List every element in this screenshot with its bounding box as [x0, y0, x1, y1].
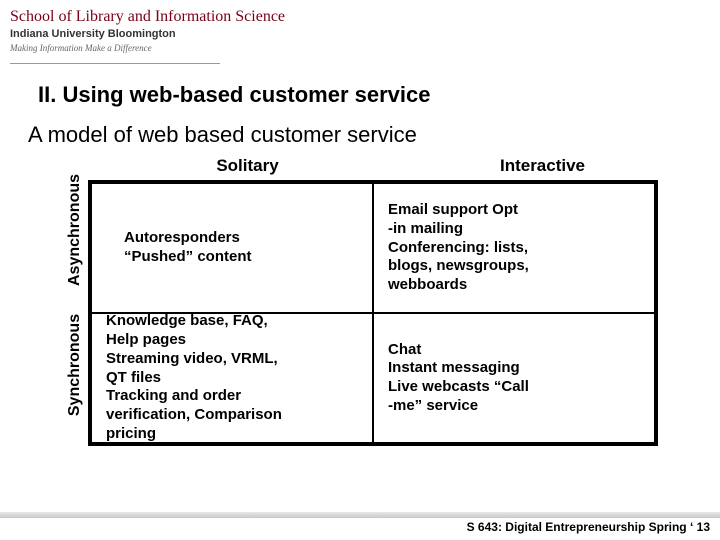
- cell-text: Chat Instant messaging Live webcasts “Ca…: [388, 341, 529, 416]
- cell-sync-interactive: Chat Instant messaging Live webcasts “Ca…: [373, 313, 655, 443]
- slide-header: School of Library and Information Scienc…: [0, 0, 720, 57]
- cell-sync-solitary: Knowledge base, FAQ, Help pages Streamin…: [91, 313, 373, 443]
- col-header-solitary: Solitary: [100, 156, 395, 176]
- row-header-async: Asynchronous: [66, 176, 84, 286]
- tagline: Making Information Make a Difference: [10, 43, 710, 53]
- footer-text: S 643: Digital Entrepreneurship Spring ‘…: [467, 520, 710, 534]
- subtitle: A model of web based customer service: [28, 122, 690, 148]
- footer-bar: [0, 512, 720, 518]
- col-header-interactive: Interactive: [395, 156, 690, 176]
- school-title: School of Library and Information Scienc…: [10, 8, 710, 26]
- column-headers: Solitary Interactive: [100, 156, 690, 176]
- cell-async-interactive: Email support Opt -in mailing Conferenci…: [373, 183, 655, 313]
- cell-text: Knowledge base, FAQ, Help pages Streamin…: [106, 312, 282, 443]
- row-header-sync: Synchronous: [66, 310, 84, 420]
- cell-async-solitary: Autoresponders “Pushed” content: [91, 183, 373, 313]
- slide-content: II. Using web-based customer service A m…: [0, 64, 720, 446]
- matrix-grid: Autoresponders “Pushed” content Email su…: [88, 180, 658, 446]
- matrix: Solitary Interactive Asynchronous Synchr…: [88, 156, 690, 446]
- cell-text: Autoresponders “Pushed” content: [106, 229, 252, 267]
- university-name: Indiana University Bloomington: [10, 28, 710, 40]
- section-heading: II. Using web-based customer service: [38, 82, 690, 108]
- cell-text: Email support Opt -in mailing Conferenci…: [388, 201, 529, 295]
